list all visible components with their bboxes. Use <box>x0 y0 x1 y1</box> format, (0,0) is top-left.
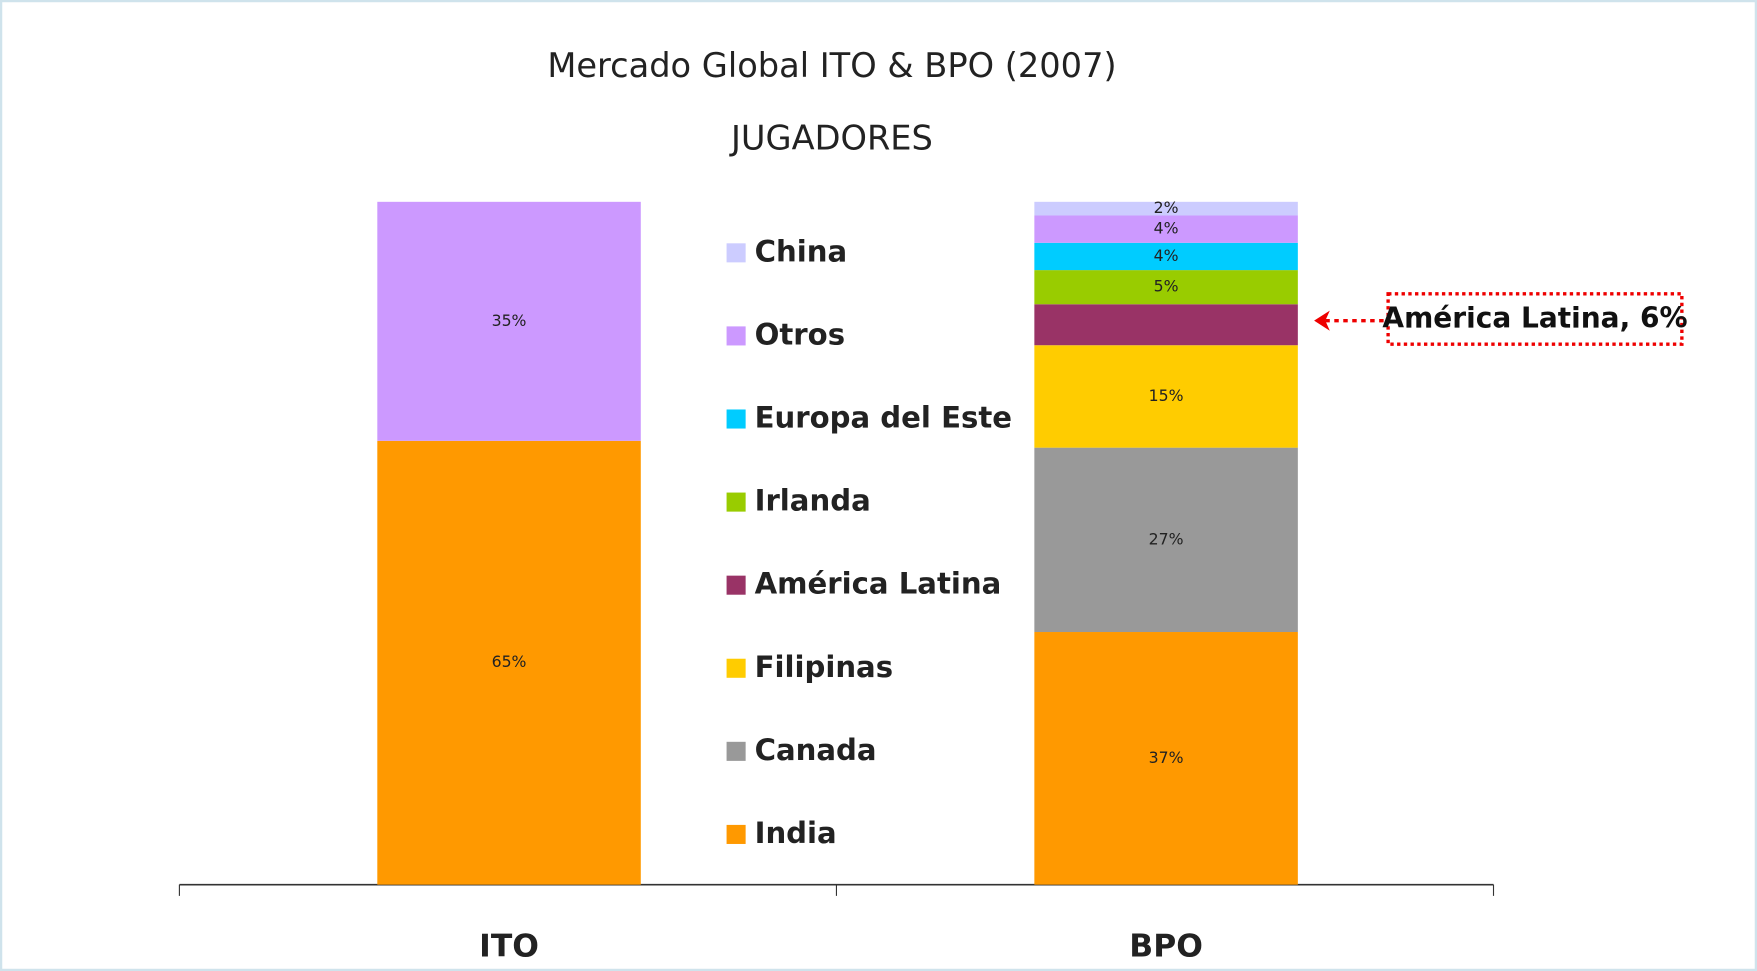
legend-swatch <box>726 243 746 263</box>
data-label: 15% <box>1149 386 1184 405</box>
annotation-text: América Latina, 6% <box>1382 302 1687 335</box>
data-label: 5% <box>1154 277 1179 296</box>
bar-segment <box>377 440 641 885</box>
annotation-box <box>1386 292 1684 346</box>
data-label: 4% <box>1154 246 1179 265</box>
bar-segment <box>1034 270 1298 305</box>
annotation-arrowhead <box>1314 310 1330 331</box>
data-label: 2% <box>1154 198 1179 217</box>
legend-swatch <box>726 326 746 346</box>
data-label: 65% <box>492 652 527 671</box>
legend-swatch <box>726 658 746 678</box>
bar-segment <box>1034 345 1298 448</box>
legend-label: Irlanda <box>755 484 871 518</box>
legend-label: Filipinas <box>755 650 893 684</box>
data-label: 35% <box>492 311 527 330</box>
legend-swatch <box>726 492 746 512</box>
legend-swatch <box>726 824 746 844</box>
legend-swatch <box>726 575 746 595</box>
bar-segment <box>1034 215 1298 243</box>
data-label: 37% <box>1149 748 1184 767</box>
data-label: 4% <box>1154 219 1179 238</box>
bar-segment <box>1034 201 1298 216</box>
x-tick-label: BPO <box>1129 928 1203 964</box>
data-label: 27% <box>1149 529 1184 548</box>
bar-segment <box>1034 304 1298 346</box>
chart-title: Mercado Global ITO & BPO (2007) <box>547 46 1116 85</box>
chart-subtitle: JUGADORES <box>729 119 933 158</box>
legend-label: Otros <box>755 317 845 351</box>
bar-segment <box>1034 447 1298 633</box>
bar-segment <box>377 201 641 441</box>
legend-label: Canada <box>755 733 877 767</box>
legend-label: India <box>755 816 837 850</box>
bar-segment <box>1034 242 1298 271</box>
legend-swatch <box>726 409 746 429</box>
bar-segment <box>1034 632 1298 885</box>
annotation: América Latina, 6% <box>1314 292 1688 346</box>
legend-label: China <box>755 234 848 268</box>
legend-swatch <box>726 741 746 761</box>
x-tick-label: ITO <box>479 928 539 964</box>
legend-label: América Latina <box>755 567 1002 601</box>
legend-label: Europa del Este <box>755 401 1012 435</box>
